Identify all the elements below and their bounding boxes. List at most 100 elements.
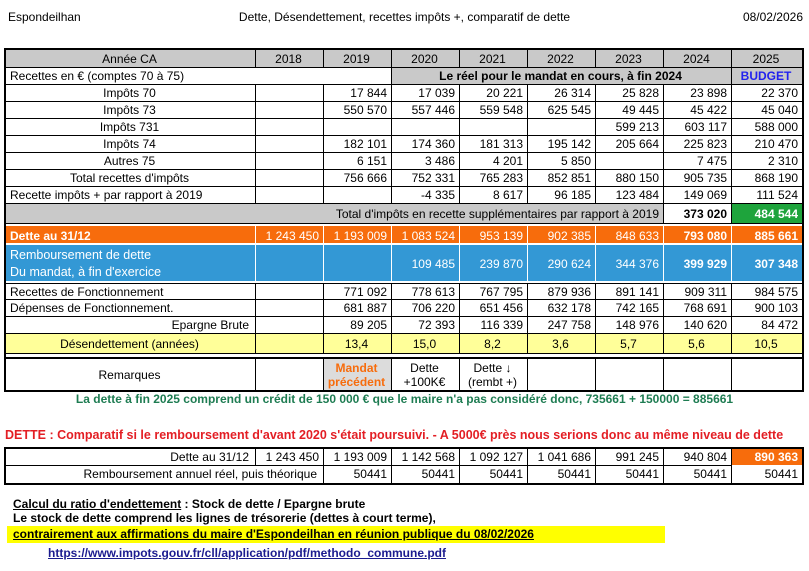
cell: 182 101	[324, 136, 392, 153]
cell: 7 475	[664, 153, 732, 170]
cell: 625 545	[528, 102, 596, 119]
table-row-recettes-fonctionnement: Recettes de Fonctionnement 771 092 778 613…	[6, 283, 802, 300]
cell: 880 150	[596, 170, 664, 187]
cell	[528, 119, 596, 136]
cell: 1 243 450	[256, 224, 324, 245]
cell: 23 898	[664, 85, 732, 102]
row-label: Impôts 70	[6, 85, 256, 102]
row-label: Impôts 74	[6, 136, 256, 153]
document-title: Dette, Désendettement, recettes impôts +…	[238, 10, 571, 24]
cell: 953 139	[460, 224, 528, 245]
cell: 984 575	[732, 283, 802, 300]
cell	[460, 119, 528, 136]
main-table: Année CA 2018 2019 2020 2021 2022 2023 2024 2025…	[4, 48, 804, 392]
commune-name: Espondeilhan	[8, 10, 81, 24]
cell: 902 385	[528, 224, 596, 245]
cell: 17 039	[392, 85, 460, 102]
cell: 10,5	[732, 334, 802, 354]
cell	[324, 119, 392, 136]
cell: 50441	[392, 466, 460, 483]
cell: 752 331	[392, 170, 460, 187]
cell: 559 548	[460, 102, 528, 119]
total-band-row: Total d'impôts en recette supplémentaire…	[6, 204, 802, 224]
table-row-total-impots: Total recettes d'impôts 756 666 752 331 765…	[6, 170, 802, 187]
cell: 2 310	[732, 153, 802, 170]
cell: 140 620	[664, 317, 732, 334]
cell: 4 201	[460, 153, 528, 170]
cell: 5 850	[528, 153, 596, 170]
cell: 793 080	[664, 224, 732, 245]
total-band-label: Total d'impôts en recette supplémentaire…	[6, 204, 664, 224]
cell	[732, 357, 802, 390]
cell: 50441	[596, 466, 664, 483]
table-row-recette-plus: Recette impôts + par rapport à 2019 -4 33…	[6, 187, 802, 204]
cell: Dette ↓ (rembt +)	[460, 357, 528, 390]
cell: 550 570	[324, 102, 392, 119]
cell: 17 844	[324, 85, 392, 102]
cell: 45 422	[664, 102, 732, 119]
table-row-autres75: Autres 75 6 151 3 486 4 201 5 850 7 475 2 310	[6, 153, 802, 170]
cell: 174 360	[392, 136, 460, 153]
cell: 6 151	[324, 153, 392, 170]
cell	[256, 153, 324, 170]
cell: 290 624	[528, 245, 596, 283]
cell: 2025	[732, 50, 802, 68]
cell: 2021	[460, 50, 528, 68]
cell: 25 828	[596, 85, 664, 102]
cell: 1 243 450	[256, 449, 324, 466]
cell: 89 205	[324, 317, 392, 334]
cell	[256, 187, 324, 204]
cell: 8,2	[460, 334, 528, 354]
comparatif-heading: DETTE : Comparatif si le remboursement d…	[5, 428, 784, 442]
cell: 72 393	[392, 317, 460, 334]
cell: 148 976	[596, 317, 664, 334]
comparatif-table: Dette au 31/12 1 243 450 1 193 009 1 142 56…	[4, 447, 804, 485]
cell: 2020	[392, 50, 460, 68]
row-label: Total recettes d'impôts	[6, 170, 256, 187]
cell: 588 000	[732, 119, 802, 136]
table-row-desendettement: Désendettement (années) 13,4 15,0 8,2 3,6 5,7…	[6, 334, 802, 354]
methodo-link[interactable]: https://www.impots.gouv.fr/cll/applicati…	[48, 546, 446, 560]
cell: 239 870	[460, 245, 528, 283]
cell: 8 617	[460, 187, 528, 204]
cell: 49 445	[596, 102, 664, 119]
cell: 181 313	[460, 136, 528, 153]
cell: 905 735	[664, 170, 732, 187]
cell: 651 456	[460, 300, 528, 317]
mandat-note-cell: Le réel pour le mandat en cours, à fin 2…	[392, 68, 732, 85]
table-row-impots731: Impôts 731 599 213 603 117 588 000	[6, 119, 802, 136]
table-row-impots74: Impôts 74 182 101 174 360 181 313 195 142 205…	[6, 136, 802, 153]
row-label: Désendettement (années)	[6, 334, 256, 354]
year-header-row: Année CA 2018 2019 2020 2021 2022 2023 2024 2025	[6, 50, 802, 68]
cell: 557 446	[392, 102, 460, 119]
cell: 45 040	[732, 102, 802, 119]
cell: 756 666	[324, 170, 392, 187]
cell: 767 795	[460, 283, 528, 300]
ratio-note: Calcul du ratio d'endettement : Stock de…	[13, 497, 365, 511]
cell	[256, 170, 324, 187]
cell	[256, 300, 324, 317]
table-row-epargne-brute: Epargne Brute 89 205 72 393 116 339 247 758 1…	[6, 317, 802, 334]
ratio-note-label: Calcul du ratio d'endettement	[13, 497, 182, 511]
cell: 885 661	[732, 224, 802, 245]
green-note: La dette à fin 2025 comprend un crédit d…	[75, 392, 734, 406]
cell: Mandat précédent	[324, 357, 392, 390]
cell: 2022	[528, 50, 596, 68]
ratio-note-rest: : Stock de dette / Epargne brute	[181, 497, 366, 511]
cell: 940 804	[664, 449, 732, 466]
highlighted-note: contrairement aux affirmations du maire …	[7, 526, 665, 543]
cell: 50441	[324, 466, 392, 483]
cell: 195 142	[528, 136, 596, 153]
cell: 307 348	[732, 245, 802, 283]
cell: 891 141	[596, 283, 664, 300]
document-date: 08/02/2026	[742, 10, 803, 24]
row-label: Epargne Brute	[6, 317, 256, 334]
table-row-impots73: Impôts 73 550 570 557 446 559 548 625 545 49 …	[6, 102, 802, 119]
cell	[256, 245, 324, 283]
cell: 2018	[256, 50, 324, 68]
cell	[324, 187, 392, 204]
cell	[528, 357, 596, 390]
cell: Dette +100K€	[392, 357, 460, 390]
row-label: Dette au 31/12	[6, 224, 256, 245]
cell: 111 524	[732, 187, 802, 204]
